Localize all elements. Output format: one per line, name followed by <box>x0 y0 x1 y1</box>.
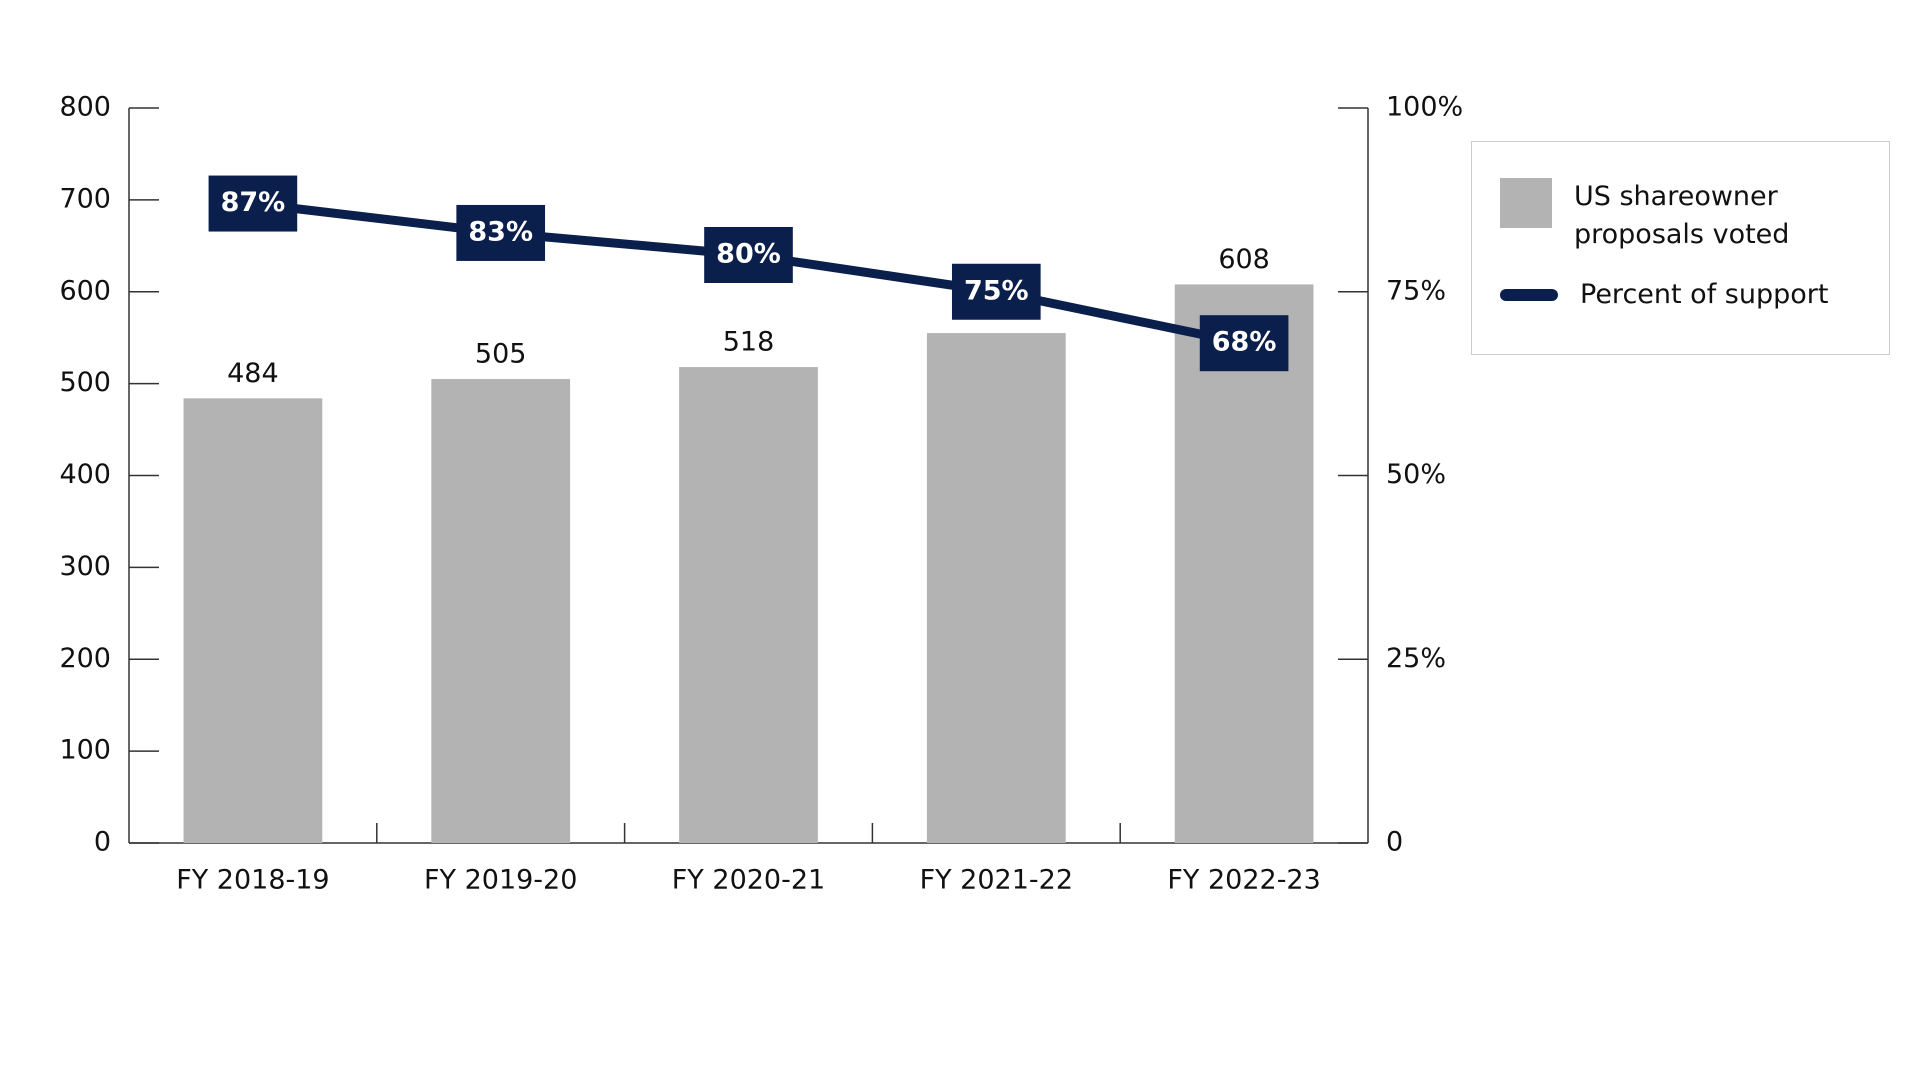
y2-tick-label: 50% <box>1386 459 1446 490</box>
x-tick-label: FY 2020-21 <box>672 865 825 896</box>
label-box <box>1199 315 1289 372</box>
y-tick-label: 100 <box>59 735 111 766</box>
bar-value-label: 484 <box>227 358 279 389</box>
y-tick-label: 700 <box>59 183 111 214</box>
x-tick-label: FY 2019-20 <box>424 865 577 896</box>
point-label: 87% <box>208 175 298 232</box>
legend-item: Percent of support <box>1500 276 1861 314</box>
y-tick-label: 400 <box>59 459 111 490</box>
point-label: 75% <box>951 263 1041 320</box>
x-tick-label: FY 2018-19 <box>176 865 329 896</box>
point-value-label: 87% <box>221 187 286 218</box>
y2-tick-label: 75% <box>1386 275 1446 306</box>
point-value-label: 68% <box>1212 327 1277 358</box>
y2-tick-label: 25% <box>1386 643 1446 674</box>
bar-value-label: 518 <box>723 327 775 358</box>
x-tick-label: FY 2022-23 <box>1167 865 1320 896</box>
legend: US shareowner proposals voted Percent of … <box>1471 141 1890 355</box>
legend-swatch <box>1500 289 1558 301</box>
y-tick-label: 600 <box>59 275 111 306</box>
label-box <box>208 175 298 232</box>
bar <box>679 367 818 843</box>
y2-tick-label: 0 <box>1386 827 1403 858</box>
y-tick-label: 0 <box>94 827 111 858</box>
legend-item: US shareowner proposals voted <box>1500 178 1861 254</box>
legend-swatch <box>1500 178 1552 228</box>
legend-label: US shareowner proposals voted <box>1574 181 1790 250</box>
bar <box>926 333 1066 843</box>
point-label: 68% <box>1199 315 1289 372</box>
y-tick-label: 500 <box>59 367 111 398</box>
point-label: 80% <box>704 227 793 283</box>
y-tick-label: 800 <box>59 92 111 123</box>
y-tick-label: 200 <box>59 643 111 674</box>
point-label: 83% <box>456 204 546 261</box>
x-tick-label: FY 2021-22 <box>920 865 1073 896</box>
label-box <box>704 227 793 283</box>
legend-label: Percent of support <box>1580 279 1829 310</box>
bar-value-label: 505 <box>475 339 527 370</box>
bar <box>1174 284 1314 843</box>
bar <box>183 398 323 843</box>
y2-tick-label: 100% <box>1386 92 1463 123</box>
label-box <box>951 263 1041 320</box>
point-value-label: 80% <box>716 239 781 270</box>
y-tick-label: 300 <box>59 551 111 582</box>
label-box <box>456 204 546 261</box>
point-value-label: 83% <box>468 216 533 247</box>
point-value-label: 75% <box>964 275 1029 306</box>
bar-value-label: 608 <box>1218 244 1270 275</box>
bar <box>431 379 571 843</box>
